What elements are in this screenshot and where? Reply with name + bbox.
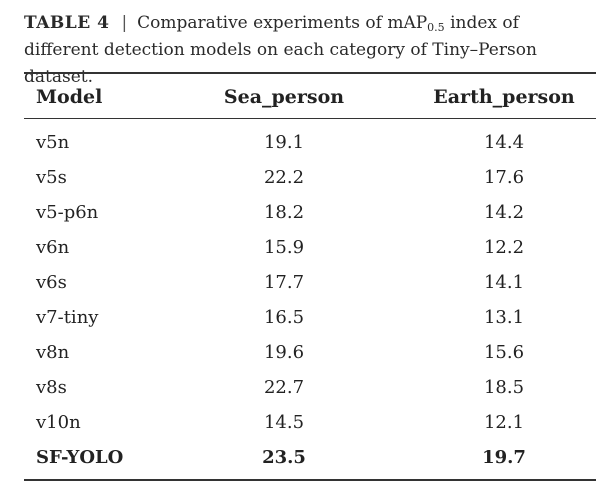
caption-separator: | xyxy=(121,13,128,33)
header-earth-person: Earth_person xyxy=(433,85,575,108)
table-row: v5s 22.2 17.6 xyxy=(24,160,596,195)
cell-model: v5-p6n xyxy=(36,202,99,223)
cell-model: v6n xyxy=(36,237,70,258)
cell-model: v6s xyxy=(36,272,67,293)
cell-earth-person: 17.6 xyxy=(483,167,525,188)
cell-model: SF-YOLO xyxy=(36,447,124,468)
table-caption: TABLE 4 | Comparative experiments of mAP0.… xyxy=(24,10,596,91)
cell-earth-person: 14.1 xyxy=(483,272,525,293)
cell-model: v5n xyxy=(36,132,70,153)
cell-earth-person: 18.5 xyxy=(483,377,525,398)
cell-earth-person: 13.1 xyxy=(483,307,525,328)
cell-earth-person: 15.6 xyxy=(483,342,525,363)
table-row: v8n 19.6 15.6 xyxy=(24,335,596,370)
table-body: v5n 19.1 14.4 v5s 22.2 17.6 v5-p6n 18.2 14.2 v6n 1… xyxy=(24,125,596,475)
header-sea-person: Sea_person xyxy=(223,85,345,108)
table-label: TABLE 4 xyxy=(24,13,110,33)
cell-sea-person: 17.7 xyxy=(263,272,305,293)
cell-model: v5s xyxy=(36,167,67,188)
table-row: v5-p6n 18.2 14.2 xyxy=(24,195,596,230)
table-header-rule xyxy=(24,118,596,119)
cell-sea-person: 19.6 xyxy=(263,342,305,363)
table-header-row: Model Sea_person Earth_person xyxy=(24,74,596,118)
header-model: Model xyxy=(36,85,103,108)
cell-sea-person: 14.5 xyxy=(263,412,305,433)
table-bottom-rule xyxy=(24,479,596,481)
table-top-rule xyxy=(24,72,596,74)
cell-sea-person: 16.5 xyxy=(263,307,305,328)
caption-text-end: index of different detection models on e… xyxy=(24,13,537,87)
table-row: SF-YOLO 23.5 19.7 xyxy=(24,440,596,475)
table-row: v5n 19.1 14.4 xyxy=(24,125,596,160)
cell-model: v8s xyxy=(36,377,67,398)
cell-sea-person: 18.2 xyxy=(263,202,305,223)
cell-earth-person: 19.7 xyxy=(482,447,526,468)
cell-earth-person: 14.2 xyxy=(483,202,525,223)
cell-earth-person: 12.1 xyxy=(483,412,525,433)
cell-sea-person: 23.5 xyxy=(262,447,306,468)
cell-model: v7-tiny xyxy=(36,307,99,328)
cell-model: v8n xyxy=(36,342,70,363)
cell-sea-person: 22.2 xyxy=(263,167,305,188)
cell-sea-person: 19.1 xyxy=(263,132,305,153)
caption-subscript: 0.5 xyxy=(427,21,445,34)
table-row: v6n 15.9 12.2 xyxy=(24,230,596,265)
table-row: v7-tiny 16.5 13.1 xyxy=(24,300,596,335)
cell-earth-person: 14.4 xyxy=(483,132,525,153)
cell-earth-person: 12.2 xyxy=(483,237,525,258)
cell-sea-person: 22.7 xyxy=(263,377,305,398)
cell-sea-person: 15.9 xyxy=(263,237,305,258)
table-row: v6s 17.7 14.1 xyxy=(24,265,596,300)
caption-text-start: Comparative experiments of mAP xyxy=(137,13,428,33)
results-table: Model Sea_person Earth_person v5n 19.1 14.… xyxy=(24,72,596,481)
table-row: v10n 14.5 12.1 xyxy=(24,405,596,440)
table-row: v8s 22.7 18.5 xyxy=(24,370,596,405)
cell-model: v10n xyxy=(36,412,81,433)
